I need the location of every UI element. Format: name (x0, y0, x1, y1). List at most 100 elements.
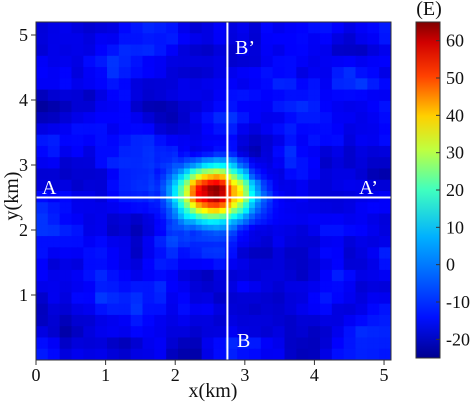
heatmap-cell (89, 157, 96, 164)
heatmap-cell (260, 117, 268, 124)
heatmap-cell (331, 100, 339, 108)
heatmap-cell (314, 50, 321, 57)
heatmap-cell (355, 331, 363, 339)
heatmap-cell (331, 83, 339, 91)
heatmap-cell (77, 112, 84, 119)
heatmap-cell (189, 33, 197, 40)
heatmap-cell (41, 314, 49, 322)
heatmap-cell (361, 224, 368, 232)
heatmap-cell (59, 252, 67, 260)
heatmap-cell (349, 89, 357, 96)
heatmap-cell (385, 314, 391, 322)
heatmap-cell (59, 134, 67, 141)
heatmap-cell (219, 196, 226, 203)
heatmap-cell (183, 247, 191, 254)
heatmap-cell (189, 314, 197, 322)
heatmap-cell (355, 61, 363, 68)
heatmap-cell (89, 264, 96, 271)
heatmap-cell (148, 230, 155, 237)
heatmap-cell (201, 343, 209, 350)
heatmap-cell (89, 55, 96, 63)
heatmap-cell (95, 230, 102, 237)
heatmap-cell (53, 326, 61, 333)
heatmap-cell (154, 55, 161, 63)
heatmap-cell (237, 83, 244, 91)
heatmap-cell (148, 343, 155, 350)
heatmap-cell (41, 157, 49, 164)
heatmap-cell (308, 179, 315, 186)
heatmap-cell (189, 337, 197, 344)
heatmap-cell (172, 348, 179, 355)
heatmap-cell (36, 348, 43, 355)
heatmap-cell (148, 348, 155, 355)
heatmap-cell (213, 129, 221, 136)
heatmap-cell (178, 213, 185, 220)
heatmap-cell (249, 298, 256, 305)
heatmap-cell (59, 174, 67, 181)
heatmap-cell (47, 320, 55, 327)
heatmap-cell (272, 27, 280, 34)
heatmap-cell (260, 191, 268, 198)
heatmap-cell (266, 326, 274, 333)
heatmap-cell (243, 292, 250, 299)
heatmap-cell (189, 207, 197, 215)
heatmap-cell (355, 123, 363, 130)
heatmap-cell (172, 331, 179, 339)
heatmap-cell (107, 27, 114, 34)
heatmap-cell (142, 252, 150, 260)
heatmap-cell (118, 309, 126, 316)
heatmap-cell (136, 207, 144, 215)
heatmap-cell (337, 314, 345, 322)
heatmap-cell (320, 213, 327, 220)
heatmap-cell (166, 106, 173, 113)
heatmap-cell (260, 292, 268, 299)
heatmap-cell (183, 89, 191, 96)
heatmap-cell (373, 185, 380, 192)
heatmap-cell (272, 157, 280, 164)
heatmap-cell (213, 354, 221, 360)
heatmap-cell (136, 326, 144, 333)
heatmap-cell (107, 309, 114, 316)
heatmap-cell (355, 275, 363, 282)
heatmap-cell (136, 202, 144, 209)
heatmap-cell (160, 191, 167, 198)
heatmap-cell (243, 236, 250, 243)
heatmap-cell (243, 140, 250, 147)
heatmap-cell (272, 292, 280, 299)
heatmap-cell (77, 89, 84, 96)
heatmap-cell (219, 95, 226, 102)
heatmap-cell (154, 140, 161, 147)
heatmap-cell (379, 292, 386, 299)
heatmap-cell (53, 354, 61, 360)
heatmap-cell (77, 168, 84, 175)
heatmap-cell (154, 112, 161, 119)
heatmap-cell (266, 236, 274, 243)
heatmap-cell (266, 298, 274, 305)
heatmap-cell (172, 55, 179, 63)
heatmap-cell (47, 286, 55, 293)
heatmap-cell (154, 213, 161, 220)
heatmap-cell (178, 219, 185, 226)
heatmap-cell (53, 55, 61, 63)
heatmap-cell (83, 309, 90, 316)
heatmap-cell (266, 191, 274, 198)
heatmap-cell (124, 337, 132, 344)
heatmap-cell (136, 213, 144, 220)
heatmap-cell (142, 89, 150, 96)
heatmap-cell (219, 264, 226, 271)
heatmap-cell (349, 191, 357, 198)
heatmap-cell (343, 151, 351, 158)
heatmap-cell (325, 168, 333, 175)
heatmap-cell (101, 252, 108, 260)
heatmap-cell (314, 309, 321, 316)
heatmap-cell (65, 269, 73, 277)
heatmap-cell (308, 61, 315, 68)
heatmap-cell (296, 22, 303, 29)
heatmap-cell (59, 348, 67, 355)
heatmap-cell (385, 247, 391, 254)
heatmap-cell (65, 117, 73, 124)
heatmap-cell (355, 157, 363, 164)
heatmap-cell (266, 95, 274, 102)
heatmap-cell (118, 286, 126, 293)
